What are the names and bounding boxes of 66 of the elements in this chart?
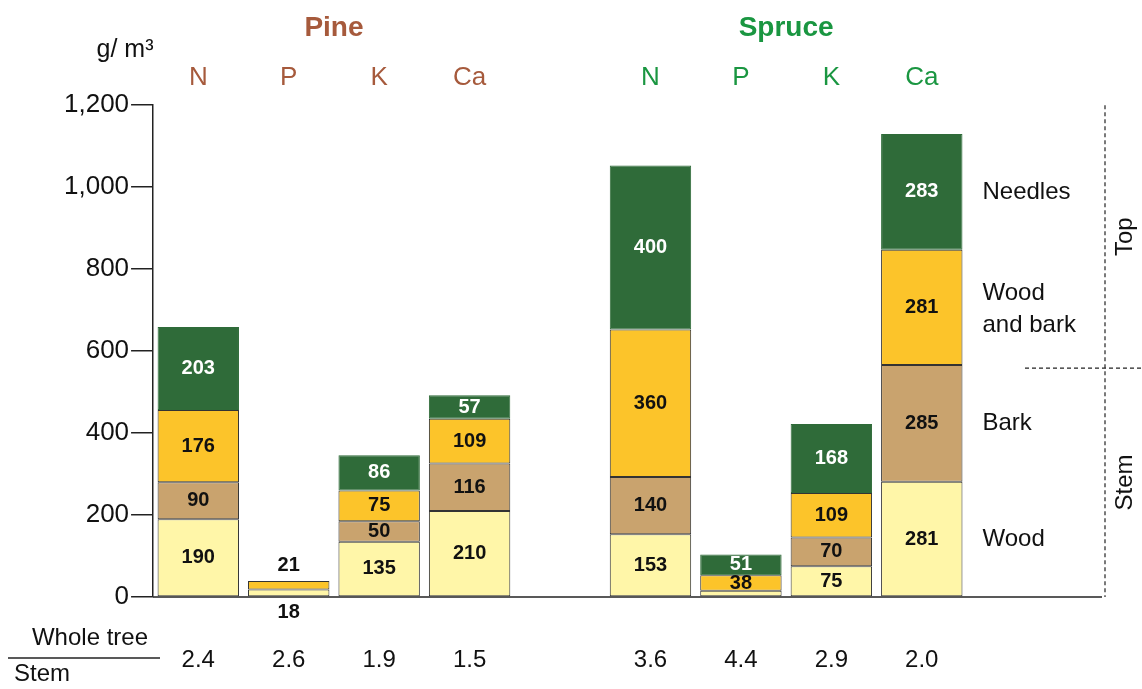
series-label: Needles [982, 176, 1071, 204]
data-label: 70 [820, 539, 843, 562]
data-label: 168 [814, 445, 849, 468]
data-label: 140 [633, 493, 668, 516]
text: 2.6 [272, 644, 306, 672]
data-label: 203 [181, 356, 215, 379]
bar [790, 424, 873, 493]
text: Spruce [738, 10, 834, 42]
x-tick-label: P [732, 60, 750, 91]
text: Stem [1109, 454, 1137, 511]
x-tick-label: N [641, 60, 660, 91]
data-label: 360 [633, 390, 668, 413]
text: 1.9 [362, 644, 396, 672]
data-label: 153 [633, 552, 668, 575]
data-label: 109 [452, 428, 487, 451]
text: 2.0 [905, 644, 939, 672]
data-label: 116 [453, 474, 486, 497]
x-tick-label: Ca [905, 60, 939, 91]
x-tick-label: K [370, 60, 389, 91]
x-tick-label: N [188, 60, 208, 91]
text: 2.4 [181, 644, 215, 672]
data-label: 281 [905, 526, 939, 549]
data-label: 210 [452, 541, 487, 564]
text: 2.9 [814, 644, 849, 672]
y-tick-label: 1,200 [63, 88, 130, 119]
data-label: 176 [181, 433, 215, 456]
data-label: 18 [277, 599, 300, 622]
bar [881, 133, 963, 250]
data-label: 21 [277, 552, 300, 575]
data-label: 109 [814, 502, 849, 525]
y-tick-label: 600 [85, 334, 130, 365]
y-tick-label: 200 [85, 498, 130, 529]
text: 3.6 [633, 644, 668, 672]
text: Stem [13, 658, 71, 686]
text: Top [1109, 217, 1137, 256]
bar [428, 395, 511, 419]
y-tick-label: 400 [85, 416, 130, 447]
bar [157, 326, 239, 411]
data-label: 190 [181, 545, 215, 568]
text: Pine [304, 10, 364, 42]
text: Whole tree [31, 622, 149, 650]
data-label: 57 [458, 394, 481, 417]
data-label: 281 [905, 294, 939, 317]
text: 1.5 [452, 644, 487, 672]
series-label: Wood [982, 523, 1045, 551]
data-label: 283 [905, 179, 939, 202]
data-label: 50 [368, 518, 391, 541]
data-label: 86 [368, 460, 391, 483]
y-tick-label: 1,000 [63, 170, 130, 201]
x-tick-label: K [822, 60, 841, 91]
data-label: 90 [187, 488, 210, 511]
data-label: 75 [820, 568, 843, 591]
x-tick-label: P [280, 60, 298, 91]
data-label: 75 [368, 493, 391, 516]
text: 4.4 [724, 644, 758, 672]
data-label: 135 [362, 556, 396, 579]
y-tick-label: 800 [85, 252, 130, 283]
series-label: Wood and bark [982, 278, 1077, 338]
series-label: Bark [982, 408, 1033, 436]
bar [609, 165, 692, 330]
y-axis-title: g/ m³ [96, 33, 154, 62]
y-tick-label: 0 [114, 580, 130, 611]
data-label: 285 [905, 410, 939, 433]
data-label: 400 [633, 234, 668, 257]
x-tick-label: Ca [452, 60, 487, 91]
bar [338, 455, 420, 491]
